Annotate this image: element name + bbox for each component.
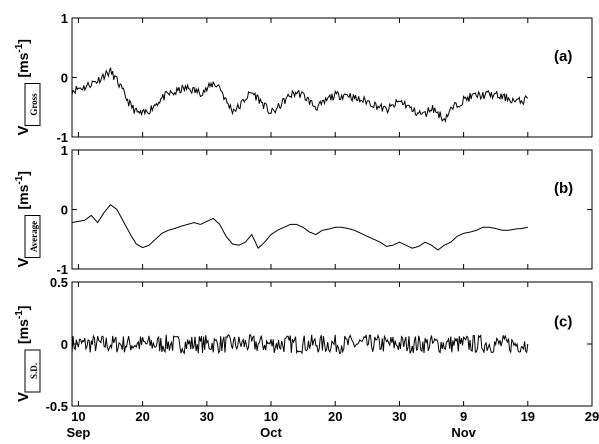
y-label-symbol: V [15, 125, 32, 135]
panel-label: (c) [554, 314, 572, 331]
y-label-subscript-box [24, 215, 41, 258]
x-axis: 10 20 30 10 20 30 9 19 29 Sep Oct Nov [66, 409, 599, 440]
x-tick-label: 29 [585, 409, 599, 424]
y-tick-label: 1 [61, 11, 68, 26]
x-tick-label: 30 [392, 409, 406, 424]
series-line [71, 333, 529, 355]
y-tick-label: 0.5 [50, 275, 68, 290]
x-tick-label: 9 [460, 409, 467, 424]
panel-a: -1 0 1 (a) V Gross [ms-1] [14, 11, 593, 145]
panel-label: (b) [554, 180, 573, 197]
y-tick-label: -1 [56, 262, 68, 277]
y-tick-label: 0 [61, 203, 68, 218]
series-line [71, 204, 528, 251]
month-label: Nov [451, 425, 476, 440]
plot-frame [71, 149, 593, 270]
x-tick-label: 20 [135, 409, 149, 424]
x-tick-label: 19 [521, 409, 535, 424]
y-tick-label: 0 [61, 71, 68, 86]
panel-c: -0.5 0 0.5 (c) V S.D. [ms-1] [14, 275, 593, 414]
y-label-unit: [ms-1] [14, 171, 31, 209]
x-tick-label: 20 [328, 409, 342, 424]
y-label-unit: [ms-1] [14, 306, 31, 344]
y-axis-label: V Average [ms-1] [14, 171, 41, 268]
series-line [71, 67, 529, 124]
month-label: Sep [66, 425, 90, 440]
y-label-symbol: V [15, 392, 32, 402]
y-tick-label: 0 [61, 337, 68, 352]
y-label-symbol: V [15, 257, 32, 267]
month-label: Oct [260, 425, 282, 440]
x-tick-label: 10 [71, 409, 85, 424]
y-label-subscript-box [24, 83, 41, 126]
y-axis-label: V Gross [ms-1] [14, 39, 41, 136]
x-tick-label: 10 [264, 409, 278, 424]
x-tick-label: 30 [200, 409, 214, 424]
y-label-subscript: Gross [29, 93, 39, 116]
panel-b: -1 0 1 (b) V Average [ms-1] [14, 143, 593, 277]
y-label-subscript-box [24, 349, 41, 393]
y-label-subscript: Average [29, 221, 39, 252]
y-label-subscript: S.D. [29, 363, 39, 379]
y-tick-label: -0.5 [46, 399, 68, 414]
y-label-unit: [ms-1] [14, 39, 31, 77]
y-axis-label: V S.D. [ms-1] [14, 306, 41, 402]
y-tick-label: -1 [56, 130, 68, 145]
y-tick-label: 1 [61, 143, 68, 158]
panel-label: (a) [554, 48, 572, 65]
plot-frame [71, 17, 593, 138]
